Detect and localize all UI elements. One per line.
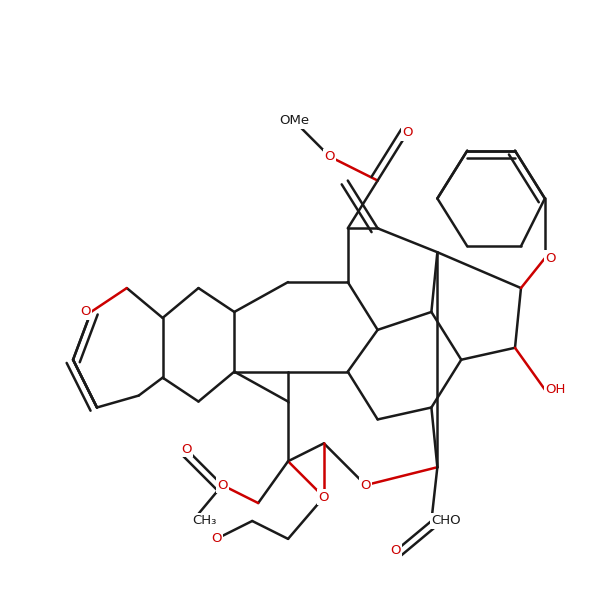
Text: OH: OH bbox=[545, 383, 565, 396]
Text: O: O bbox=[211, 532, 221, 545]
Text: CH₃: CH₃ bbox=[193, 514, 217, 527]
Text: CHO: CHO bbox=[431, 514, 461, 527]
Text: O: O bbox=[181, 443, 192, 456]
Text: O: O bbox=[80, 305, 91, 319]
Text: O: O bbox=[361, 479, 371, 491]
Text: O: O bbox=[217, 479, 227, 491]
Text: O: O bbox=[545, 251, 556, 265]
Text: O: O bbox=[391, 544, 401, 557]
Text: O: O bbox=[325, 150, 335, 163]
Text: O: O bbox=[402, 126, 413, 139]
Text: O: O bbox=[319, 491, 329, 503]
Text: OMe: OMe bbox=[279, 115, 309, 127]
